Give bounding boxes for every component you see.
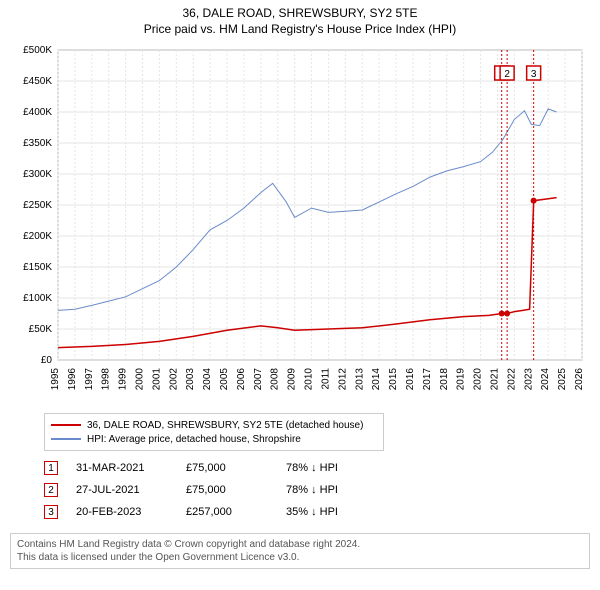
price-chart: £0 £50K £100K £150K £200K £250K £300K £350K £400… (10, 42, 590, 407)
transaction-date: 20-FEB-2023 (76, 506, 186, 518)
svg-text:2008: 2008 (270, 368, 281, 391)
footer: Contains HM Land Registry data © Crown c… (10, 533, 590, 569)
svg-text:2023: 2023 (523, 368, 534, 391)
legend-label-blue: HPI: Average price, detached house, Shro… (87, 434, 301, 445)
svg-text:£400K: £400K (23, 107, 52, 118)
svg-text:2012: 2012 (337, 368, 348, 391)
transaction-row: 3 20-FEB-2023£257,00035% ↓ HPI (44, 501, 590, 523)
svg-text:2011: 2011 (320, 368, 331, 390)
svg-text:2018: 2018 (439, 368, 450, 391)
svg-text:2021: 2021 (489, 368, 500, 391)
legend: 36, DALE ROAD, SHREWSBURY, SY2 5TE (deta… (44, 413, 384, 451)
svg-text:2020: 2020 (473, 368, 484, 391)
transaction-row: 1 31-MAR-2021£75,00078% ↓ HPI (44, 457, 590, 479)
svg-text:2014: 2014 (371, 368, 382, 391)
svg-text:2006: 2006 (236, 368, 247, 391)
transaction-price: £75,000 (186, 462, 286, 474)
svg-text:£100K: £100K (23, 293, 52, 304)
transaction-pct: 78% ↓ HPI (286, 462, 338, 474)
svg-text:1999: 1999 (118, 368, 129, 391)
legend-swatch-blue (51, 438, 81, 440)
svg-text:2010: 2010 (304, 368, 315, 391)
svg-text:2005: 2005 (219, 368, 230, 391)
svg-text:2000: 2000 (135, 368, 146, 391)
svg-text:2007: 2007 (253, 368, 264, 391)
chart-container: £0 £50K £100K £150K £200K £250K £300K £350K £400… (10, 42, 590, 407)
legend-label-red: 36, DALE ROAD, SHREWSBURY, SY2 5TE (deta… (87, 420, 363, 431)
svg-text:2019: 2019 (456, 368, 467, 391)
svg-text:1997: 1997 (84, 368, 95, 391)
svg-text:1996: 1996 (67, 368, 78, 391)
svg-text:2015: 2015 (388, 368, 399, 391)
transaction-date: 27-JUL-2021 (76, 484, 186, 496)
transaction-price: £257,000 (186, 506, 286, 518)
svg-text:2002: 2002 (168, 368, 179, 391)
title-line-2: Price paid vs. HM Land Registry's House … (10, 22, 590, 36)
legend-swatch-red (51, 424, 81, 426)
svg-text:£500K: £500K (23, 45, 52, 56)
svg-text:1998: 1998 (101, 368, 112, 391)
legend-row-red: 36, DALE ROAD, SHREWSBURY, SY2 5TE (deta… (51, 418, 377, 432)
svg-text:2022: 2022 (506, 368, 517, 391)
svg-text:2017: 2017 (422, 368, 433, 391)
svg-text:£350K: £350K (23, 138, 52, 149)
transaction-price: £75,000 (186, 484, 286, 496)
svg-text:£50K: £50K (29, 324, 53, 335)
svg-text:2: 2 (504, 69, 510, 80)
svg-text:2009: 2009 (287, 368, 298, 391)
svg-text:2016: 2016 (405, 368, 416, 391)
transaction-pct: 35% ↓ HPI (286, 506, 338, 518)
svg-text:2001: 2001 (151, 368, 162, 391)
svg-text:£450K: £450K (23, 76, 52, 87)
footer-line-2: This data is licensed under the Open Gov… (17, 551, 583, 564)
transactions-table: 1 31-MAR-2021£75,00078% ↓ HPI 2 27-JUL-2021… (44, 457, 590, 523)
svg-text:£150K: £150K (23, 262, 52, 273)
svg-text:2013: 2013 (354, 368, 365, 391)
svg-text:1995: 1995 (50, 368, 61, 391)
svg-text:£0: £0 (41, 355, 53, 366)
transaction-marker: 1 (44, 461, 58, 475)
svg-text:2026: 2026 (574, 368, 585, 391)
svg-text:3: 3 (531, 69, 537, 80)
svg-text:2004: 2004 (202, 368, 213, 391)
footer-line-1: Contains HM Land Registry data © Crown c… (17, 538, 583, 551)
title-line-1: 36, DALE ROAD, SHREWSBURY, SY2 5TE (10, 6, 590, 20)
svg-text:£300K: £300K (23, 169, 52, 180)
transaction-row: 2 27-JUL-2021£75,00078% ↓ HPI (44, 479, 590, 501)
svg-text:2025: 2025 (557, 368, 568, 391)
svg-text:2003: 2003 (185, 368, 196, 391)
transaction-marker: 3 (44, 505, 58, 519)
svg-text:£200K: £200K (23, 231, 52, 242)
transaction-date: 31-MAR-2021 (76, 462, 186, 474)
transaction-marker: 2 (44, 483, 58, 497)
transaction-pct: 78% ↓ HPI (286, 484, 338, 496)
svg-text:2024: 2024 (540, 368, 551, 391)
legend-row-blue: HPI: Average price, detached house, Shro… (51, 432, 377, 446)
svg-text:£250K: £250K (23, 200, 52, 211)
